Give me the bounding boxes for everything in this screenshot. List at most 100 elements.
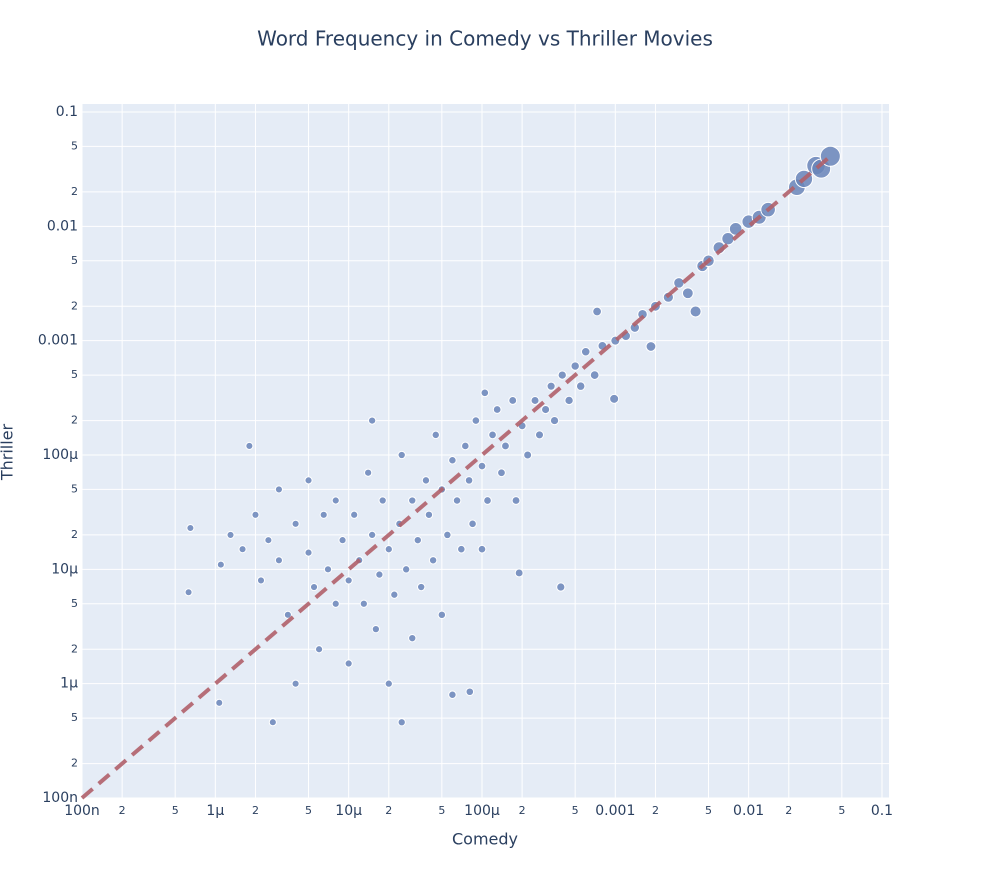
point [437, 610, 447, 620]
y-tick-label: 0.1 [56, 104, 78, 120]
point [274, 485, 283, 494]
x-tick-label: 0.01 [733, 803, 764, 819]
y-tick-label: 5 [71, 711, 78, 724]
point [488, 430, 497, 440]
point [364, 468, 373, 477]
point [564, 395, 574, 406]
point [448, 455, 457, 465]
point [408, 633, 417, 643]
y-tick-label: 2 [71, 299, 78, 312]
y-tick-label: 100μ [42, 447, 78, 463]
point [309, 582, 319, 592]
point [681, 287, 694, 300]
point [471, 416, 481, 425]
labels: 100n 2 5 1μ 2 5 10μ 2 5 100μ 2 5 0.001 2 5 0.01 2 5 0.1 100… [38, 104, 893, 819]
x-tick-label: 5 [438, 804, 445, 817]
x-tick-label: 100n [64, 803, 100, 819]
y-tick-label: 2 [71, 642, 78, 655]
point [556, 582, 566, 592]
chart-title: Word Frequency in Comedy vs Thriller Mov… [257, 27, 713, 51]
point [251, 510, 260, 519]
point [304, 476, 313, 485]
point [645, 341, 657, 352]
point [609, 393, 620, 404]
point [546, 381, 556, 391]
point [443, 530, 452, 540]
point [226, 530, 235, 539]
point [338, 536, 347, 545]
y-tick-label: 0.01 [47, 218, 78, 234]
y-tick-label: 1μ [60, 676, 78, 692]
x-axis-title: Comedy [452, 830, 518, 849]
x-tick-label: 100μ [464, 803, 500, 819]
point [397, 718, 406, 727]
x-tick-label: 2 [119, 804, 126, 817]
y-tick-label: 5 [71, 597, 78, 610]
point [541, 404, 551, 415]
x-tick-label: 0.001 [595, 803, 635, 819]
point [397, 450, 406, 460]
point [575, 381, 586, 391]
y-tick-label: 2 [71, 414, 78, 427]
point [323, 565, 333, 574]
x-tick-label: 2 [652, 804, 659, 817]
x-tick-label: 0.1 [871, 803, 893, 819]
point [592, 306, 602, 317]
point [457, 544, 466, 554]
y-tick-label: 0.001 [38, 333, 78, 349]
point [184, 588, 193, 597]
point [378, 496, 387, 505]
point [461, 441, 470, 451]
point [215, 698, 224, 707]
y-axis-title: Thriller [0, 423, 17, 481]
y-tick-label: 5 [71, 368, 78, 381]
point [589, 370, 600, 380]
point [304, 548, 313, 557]
point [417, 582, 426, 592]
point [497, 468, 506, 478]
point [238, 545, 247, 554]
point [368, 416, 377, 425]
point [315, 645, 324, 654]
point [465, 687, 475, 697]
point [534, 430, 545, 440]
y-tick-label: 10μ [51, 561, 78, 577]
point [421, 476, 431, 485]
point [431, 430, 440, 440]
point [186, 523, 195, 533]
x-tick-label: 5 [172, 804, 179, 817]
point [477, 461, 487, 471]
x-tick-label: 5 [838, 804, 845, 817]
point [319, 510, 328, 519]
grid [81, 104, 889, 799]
point [530, 395, 540, 405]
point [557, 370, 567, 380]
point [468, 519, 477, 529]
marks [80, 145, 841, 800]
reference-line [80, 154, 832, 800]
point [413, 535, 422, 545]
point [523, 450, 533, 460]
y-tick-label: 5 [71, 139, 78, 152]
point [371, 624, 381, 634]
point [424, 510, 434, 519]
point [283, 610, 292, 619]
x-tick-label: 2 [519, 804, 526, 817]
point [291, 679, 300, 688]
x-tick-label: 5 [705, 804, 712, 817]
point [501, 441, 510, 451]
point [344, 576, 353, 585]
point [508, 396, 518, 405]
point [402, 565, 411, 574]
point [268, 718, 277, 727]
point [331, 496, 340, 505]
point [464, 476, 474, 485]
point [408, 496, 417, 505]
point [375, 570, 384, 579]
y-tick-label: 2 [71, 185, 78, 198]
x-tick-label: 2 [785, 804, 792, 817]
y-tick-label: 2 [71, 757, 78, 770]
point [570, 361, 580, 371]
point [245, 441, 254, 450]
